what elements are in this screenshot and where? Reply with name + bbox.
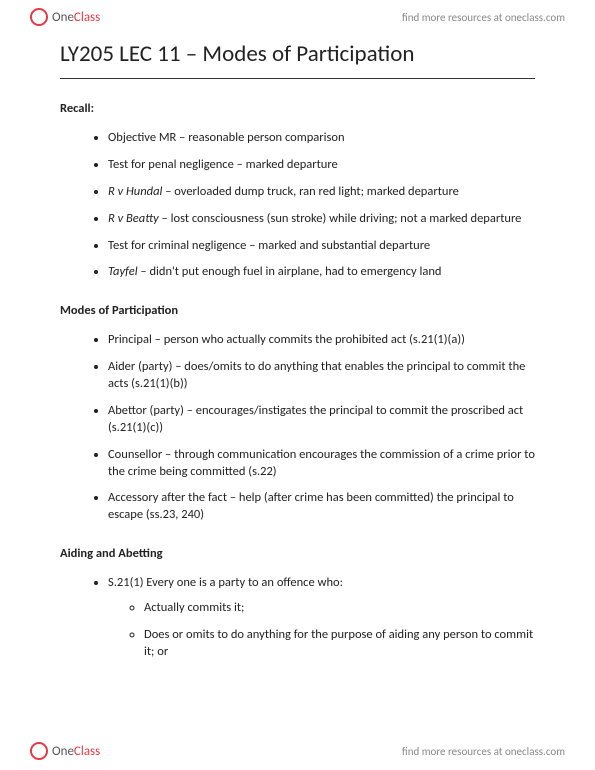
section-heading: Aiding and Abetting — [60, 546, 535, 561]
logo-part2: Class — [74, 10, 100, 25]
list-item: Principal – person who actually commits … — [108, 332, 535, 349]
sub-list-item: Actually commits it; — [144, 600, 535, 617]
list-item: R v Hundal – overloaded dump truck, ran … — [108, 184, 535, 201]
list-item-text: – didn't put enough fuel in airplane, ha… — [138, 264, 442, 279]
sub-list-item: Does or omits to do anything for the pur… — [144, 627, 535, 661]
list-item: Counsellor – through communication encou… — [108, 447, 535, 481]
title-rule — [60, 78, 535, 79]
logo-circle-icon — [30, 8, 48, 26]
sections-container: Recall: Objective MR – reasonable person … — [60, 101, 535, 661]
logo-part1: One — [52, 10, 74, 25]
list-item: S.21(1) Every one is a party to an offen… — [108, 575, 535, 661]
list-item: Test for criminal negligence – marked an… — [108, 238, 535, 255]
case-name: R v Hundal — [108, 184, 162, 199]
logo-circle-icon — [30, 742, 48, 760]
page-footer: OneClass find more resources at oneclass… — [0, 738, 595, 764]
brand-logo-footer: OneClass — [30, 742, 100, 760]
logo-text-footer: OneClass — [52, 744, 100, 759]
footer-tagline: find more resources at oneclass.com — [402, 745, 565, 758]
case-name: Tayfel — [108, 264, 138, 279]
sub-bullet-list: Actually commits it; Does or omits to do … — [108, 600, 535, 661]
section-heading: Modes of Participation — [60, 303, 535, 318]
logo-text: OneClass — [52, 10, 100, 25]
list-item-text: – overloaded dump truck, ran red light; … — [162, 184, 459, 199]
section-heading: Recall: — [60, 101, 535, 116]
document-content: LY205 LEC 11 – Modes of Participation Re… — [0, 30, 595, 661]
brand-logo: OneClass — [30, 8, 100, 26]
bullet-list: S.21(1) Every one is a party to an offen… — [60, 575, 535, 661]
bullet-list: Objective MR – reasonable person compari… — [60, 130, 535, 281]
list-item: Tayfel – didn't put enough fuel in airpl… — [108, 264, 535, 281]
logo-part2-footer: Class — [74, 744, 100, 759]
page-header: OneClass find more resources at oneclass… — [0, 0, 595, 30]
case-name: R v Beatty — [108, 211, 159, 226]
list-item: R v Beatty – lost consciousness (sun str… — [108, 211, 535, 228]
page-title: LY205 LEC 11 – Modes of Participation — [60, 40, 535, 68]
list-item: Test for penal negligence – marked depar… — [108, 157, 535, 174]
list-item: Abettor (party) – encourages/instigates … — [108, 403, 535, 437]
list-item: Objective MR – reasonable person compari… — [108, 130, 535, 147]
bullet-list: Principal – person who actually commits … — [60, 332, 535, 524]
header-tagline: find more resources at oneclass.com — [402, 11, 565, 24]
logo-part1-footer: One — [52, 744, 74, 759]
list-item: Accessory after the fact – help (after c… — [108, 490, 535, 524]
list-item: Aider (party) – does/omits to do anythin… — [108, 359, 535, 393]
list-item-text: – lost consciousness (sun stroke) while … — [159, 211, 522, 226]
